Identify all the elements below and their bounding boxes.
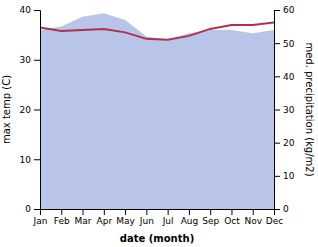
- tick: 10: [274, 171, 295, 181]
- tick-mark: [34, 10, 40, 11]
- tick-label: 60: [283, 5, 295, 15]
- tick-label: 40: [20, 5, 32, 15]
- tick: 30: [20, 55, 40, 65]
- tick-mark: [34, 159, 40, 160]
- tick-mark: [274, 10, 280, 11]
- tick: 40: [274, 72, 295, 82]
- tick: Sep: [202, 209, 219, 226]
- tick: Mar: [75, 209, 92, 226]
- marks: [40, 13, 274, 209]
- tick-mark: [104, 209, 105, 215]
- tick: Nov: [244, 209, 262, 226]
- tick-mark: [253, 209, 254, 215]
- x-axis: Jan Feb Mar AprMay Jun Jul AugSep Oct Nov Dec: [33, 209, 284, 226]
- y-axis: 0 10 20 30 40: [20, 5, 41, 214]
- tick: Feb: [54, 209, 70, 226]
- tick-label: 0: [283, 204, 289, 214]
- tick-mark: [146, 209, 147, 215]
- tick: 30: [274, 105, 295, 115]
- tick-mark: [83, 209, 84, 215]
- tick-label: Mar: [75, 216, 92, 226]
- tick-mark: [274, 43, 280, 44]
- tick-label: 20: [283, 138, 295, 148]
- tick: May: [116, 209, 135, 226]
- area: [40, 13, 274, 209]
- tick-label: 10: [20, 155, 32, 165]
- tick-label: Apr: [97, 216, 113, 226]
- tick: 10: [20, 155, 40, 165]
- tick-mark: [274, 143, 280, 144]
- y2-axis-title: med. precipitation (kg/m2): [304, 42, 315, 176]
- x-axis-title: date (month): [120, 233, 194, 244]
- axis-line: [34, 11, 41, 210]
- tick: Jul: [162, 209, 174, 226]
- tick-label: Jul: [162, 216, 174, 226]
- tick-mark: [274, 209, 280, 210]
- tick-mark: [34, 60, 40, 61]
- tick: 40: [20, 5, 40, 15]
- tick: Aug: [181, 209, 199, 226]
- tick-label: Feb: [54, 216, 70, 226]
- tick-label: Sep: [202, 216, 219, 226]
- tick-mark: [61, 209, 62, 215]
- tick-label: Aug: [181, 216, 199, 226]
- tick: 20: [20, 105, 40, 115]
- tick-label: 10: [283, 171, 295, 181]
- tick-label: 0: [25, 204, 31, 214]
- tick-label: 30: [20, 55, 32, 65]
- tick: Oct: [224, 209, 240, 226]
- tick-mark: [34, 110, 40, 111]
- tick-label: Oct: [224, 216, 240, 226]
- tick-mark: [274, 176, 280, 177]
- tick-mark: [231, 209, 232, 215]
- tick: 50: [274, 39, 295, 49]
- tick: Dec: [266, 209, 283, 226]
- axis-line: [275, 11, 281, 210]
- axis-line: [41, 210, 275, 216]
- tick-label: May: [116, 216, 135, 226]
- tick-label: Dec: [266, 216, 283, 226]
- tick-label: Jan: [33, 216, 48, 226]
- y-axis-title: max temp (C): [1, 75, 12, 144]
- tick-mark: [168, 209, 169, 215]
- tick-mark: [274, 76, 280, 77]
- plot: JanFebMarAprMayJunJulAugSepOctNovDec0102…: [1, 5, 315, 244]
- tick-mark: [189, 209, 190, 215]
- tick-mark: [125, 209, 126, 215]
- tick-label: Jun: [139, 216, 154, 226]
- tick-label: 50: [283, 39, 295, 49]
- tick-label: 30: [283, 105, 295, 115]
- tick: 60: [274, 5, 295, 15]
- line: [40, 22, 274, 39]
- y2-axis: 0 10 20 30 40 50 60: [274, 5, 295, 214]
- tick-mark: [34, 209, 40, 210]
- tick: Jun: [139, 209, 154, 226]
- tick: 0: [25, 204, 40, 214]
- tick-label: 20: [20, 105, 32, 115]
- tick-label: Nov: [244, 216, 262, 226]
- tick-label: 40: [283, 72, 295, 82]
- tick: Jan: [33, 209, 48, 226]
- tick: 20: [274, 138, 295, 148]
- tick: Apr: [97, 209, 113, 226]
- tick-mark: [210, 209, 211, 215]
- tick: 0: [274, 204, 289, 214]
- tick-mark: [274, 110, 280, 111]
- chart: JanFebMarAprMayJunJulAugSepOctNovDec0102…: [0, 0, 318, 247]
